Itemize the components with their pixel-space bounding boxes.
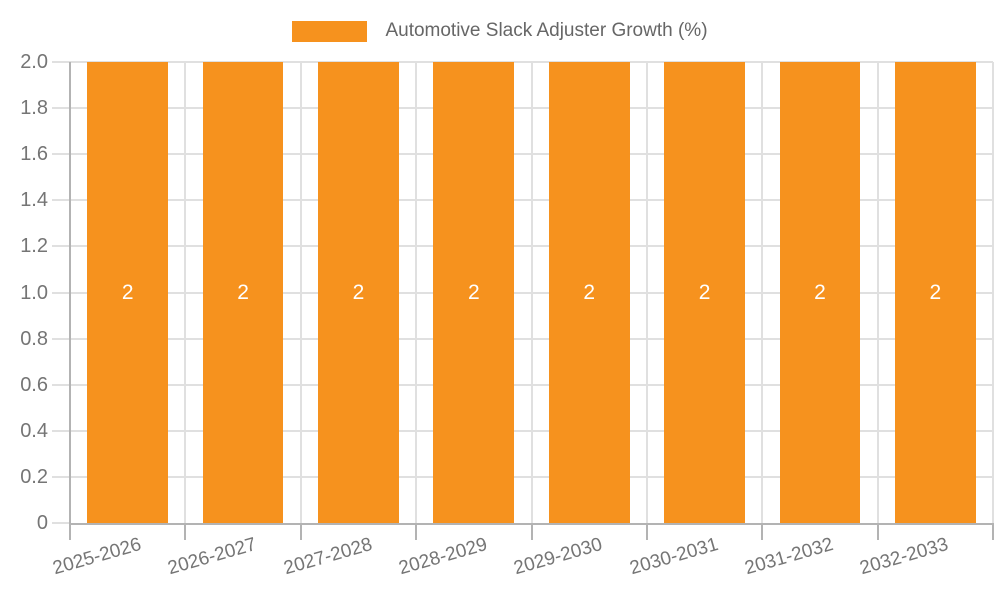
x-tick-label: 2027-2028 — [281, 534, 375, 580]
gridline — [876, 62, 879, 523]
y-tick — [52, 383, 70, 386]
y-tick — [52, 153, 70, 156]
y-tick-label: 0 — [36, 512, 48, 534]
y-tick — [52, 199, 70, 202]
gridline — [761, 62, 764, 523]
y-tick — [52, 429, 70, 432]
bar-value-label: 2 — [583, 280, 596, 304]
legend-label: Automotive Slack Adjuster Growth (%) — [385, 20, 708, 41]
legend[interactable]: Automotive Slack Adjuster Growth (%) — [0, 20, 1000, 42]
bar[interactable]: 2 — [87, 62, 169, 523]
x-tick — [299, 523, 302, 540]
y-tick-label: 1.8 — [20, 97, 48, 120]
y-tick — [52, 61, 70, 63]
bar-value-label: 2 — [467, 280, 480, 304]
x-tick-label: 2031-2032 — [742, 534, 836, 580]
gridline — [992, 62, 994, 523]
bar[interactable]: 2 — [202, 62, 284, 523]
gridline — [299, 62, 302, 523]
bar[interactable]: 2 — [548, 62, 630, 523]
bar-value-label: 2 — [121, 280, 134, 304]
y-tick — [52, 337, 70, 340]
bar-value-label: 2 — [698, 280, 711, 304]
y-tick — [52, 245, 70, 248]
x-tick-label: 2032-2033 — [857, 534, 952, 580]
y-tick — [52, 291, 70, 294]
gridline — [415, 62, 418, 523]
x-tick — [876, 523, 879, 540]
y-tick-label: 0.4 — [20, 419, 48, 442]
x-tick — [69, 523, 71, 540]
x-tick-label: 2025-2026 — [50, 534, 144, 580]
y-tick-label: 0.8 — [20, 327, 48, 350]
x-tick-label: 2029-2030 — [511, 534, 605, 580]
gridline — [645, 62, 648, 523]
y-tick-label: 1.0 — [20, 281, 48, 304]
y-tick — [52, 475, 70, 478]
bar-value-label: 2 — [814, 280, 826, 304]
bar[interactable]: 2 — [894, 62, 976, 523]
y-tick-label: 2.0 — [20, 51, 48, 73]
y-tick-label: 0.6 — [20, 373, 48, 396]
x-tick — [992, 523, 994, 540]
x-tick — [530, 523, 533, 540]
y-tick — [52, 522, 70, 524]
y-tick — [52, 107, 70, 110]
x-tick — [415, 523, 418, 540]
x-tick — [184, 523, 187, 540]
y-tick-label: 1.4 — [20, 189, 48, 212]
y-tick-label: 1.2 — [20, 235, 48, 258]
bar[interactable]: 2 — [433, 62, 515, 523]
x-tick-label: 2030-2031 — [627, 534, 721, 580]
x-tick-label: 2026-2027 — [165, 534, 259, 580]
x-tick-label: 2028-2029 — [396, 534, 490, 580]
bar-value-label: 2 — [929, 280, 942, 304]
bar[interactable]: 2 — [779, 62, 861, 523]
bar[interactable]: 2 — [664, 62, 745, 523]
y-axis-line — [69, 62, 71, 523]
bar-value-label: 2 — [352, 280, 365, 304]
y-tick-label: 1.6 — [20, 143, 48, 166]
gridline — [184, 62, 187, 523]
bar-value-label: 2 — [237, 280, 249, 304]
x-tick — [645, 523, 648, 540]
y-tick-label: 0.2 — [20, 465, 48, 488]
legend-swatch — [292, 20, 368, 42]
bar[interactable]: 2 — [318, 62, 399, 523]
gridline — [530, 62, 533, 523]
x-axis-line — [69, 523, 994, 525]
x-tick — [761, 523, 764, 540]
